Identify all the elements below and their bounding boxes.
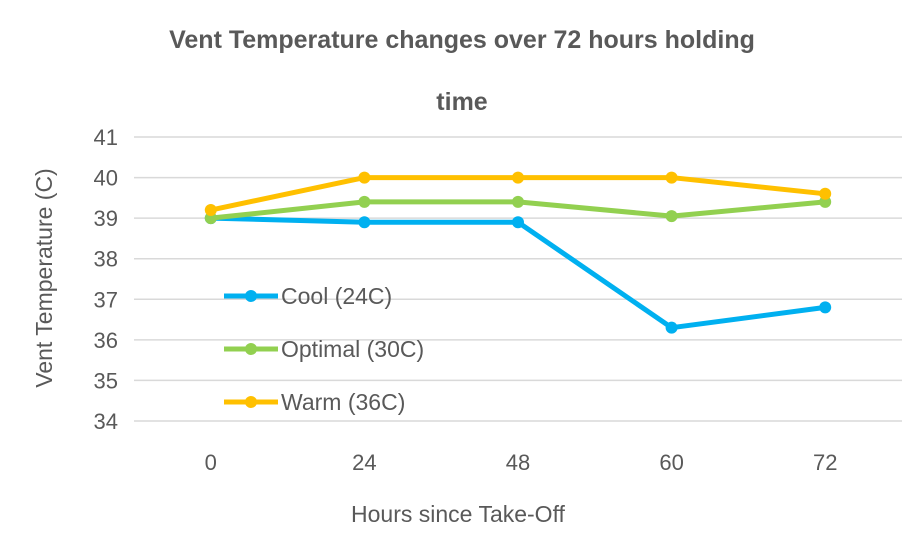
chart-title-line1: Vent Temperature changes over 72 hours h… — [169, 26, 755, 54]
y-tick-label: 40 — [94, 166, 118, 191]
y-tick-label: 41 — [94, 125, 118, 150]
data-point — [665, 321, 678, 334]
y-axis-label: Vent Temperature (C) — [31, 168, 57, 387]
x-axis-label: Hours since Take-Off — [351, 501, 566, 527]
data-point — [358, 195, 371, 208]
y-tick-label: 39 — [94, 206, 118, 231]
x-tick-labels: 0 24 48 60 72 — [205, 450, 838, 475]
legend-marker — [245, 343, 257, 355]
legend-label: Cool (24C) — [281, 283, 392, 309]
series-line-0 — [210, 215, 826, 331]
x-tick-label: 24 — [352, 450, 376, 475]
y-tick-label: 38 — [94, 247, 118, 272]
data-point — [358, 171, 371, 184]
x-tick-label: 0 — [205, 450, 217, 475]
data-point — [819, 187, 832, 200]
y-tick-label: 35 — [94, 368, 118, 393]
legend-label: Optimal (30C) — [281, 336, 424, 362]
data-point — [512, 216, 524, 229]
y-tick-label: 34 — [94, 409, 118, 434]
legend-marker — [245, 290, 257, 302]
y-tick-labels: 34 35 36 37 38 39 40 41 — [94, 125, 118, 434]
data-point — [665, 171, 678, 184]
legend: Cool (24C) Optimal (30C) Warm (36C) — [224, 283, 424, 415]
x-tick-label: 60 — [659, 450, 683, 475]
data-point — [358, 216, 371, 229]
legend-marker — [245, 396, 257, 408]
data-point — [665, 210, 678, 223]
data-point — [204, 204, 217, 217]
y-tick-label: 37 — [94, 287, 118, 312]
data-point — [819, 301, 832, 314]
x-tick-label: 72 — [813, 450, 837, 475]
y-tick-label: 36 — [94, 328, 118, 353]
legend-label: Warm (36C) — [281, 389, 405, 415]
x-tick-label: 48 — [506, 450, 530, 475]
data-point — [512, 171, 524, 184]
chart-title-line2: time — [436, 88, 488, 116]
series-lines — [204, 171, 832, 334]
data-point — [512, 195, 524, 208]
